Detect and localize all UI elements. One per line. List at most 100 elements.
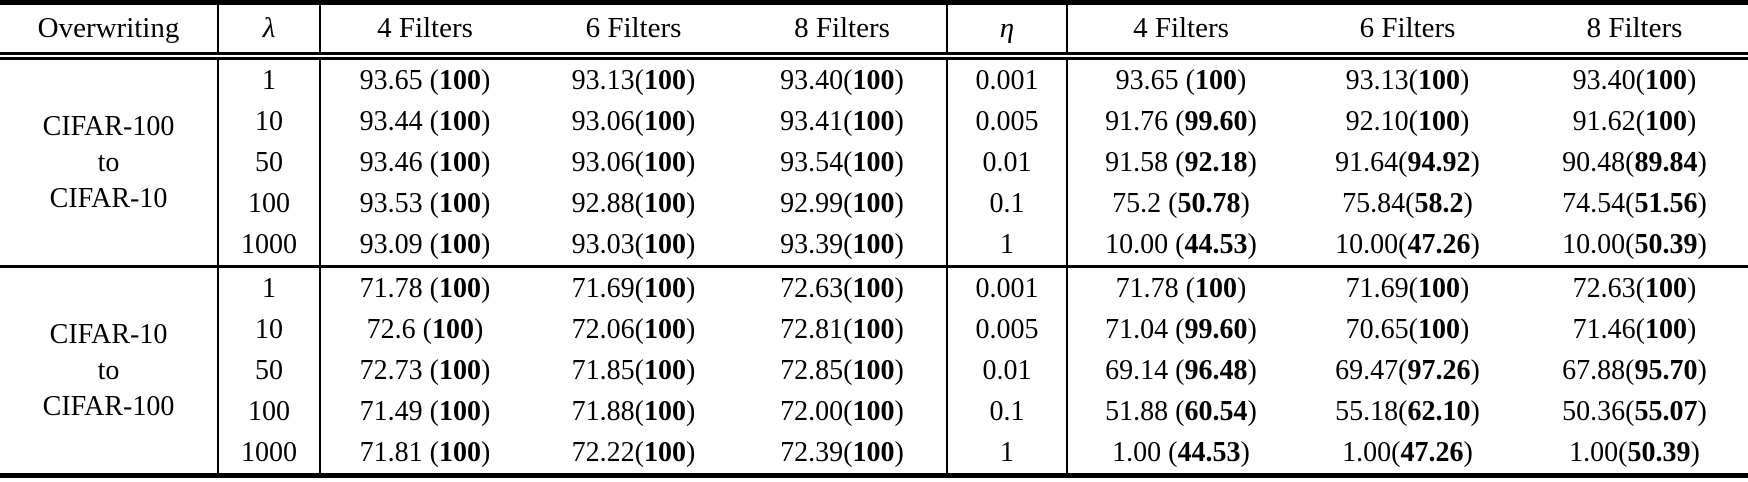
- accuracy-cell-right-4filters: 1.00 (44.53): [1067, 432, 1294, 476]
- paren-close: ): [686, 313, 696, 345]
- paren-close: ): [481, 272, 491, 304]
- accuracy-cell-right-6filters: 71.69(100): [1294, 267, 1521, 310]
- accuracy-value: 93.13(: [1345, 64, 1418, 96]
- paren-close: ): [1697, 228, 1707, 260]
- accuracy-cell-left-8filters: 93.41(100): [738, 101, 947, 142]
- paren-close: ): [474, 313, 484, 345]
- col-header-overwriting: Overwriting: [0, 2, 218, 60]
- retention-value: 100: [439, 105, 481, 137]
- paren-close: ): [1690, 436, 1700, 468]
- lambda-value-cell: 1000: [217, 224, 321, 268]
- accuracy-cell-right-8filters: 10.00(50.39): [1521, 224, 1748, 268]
- accuracy-value: 71.85(: [571, 354, 644, 386]
- accuracy-cell-left-4filters: 93.53 (100): [320, 183, 529, 224]
- accuracy-value: 72.73 (: [359, 354, 439, 386]
- paren-close: ): [1697, 146, 1707, 178]
- accuracy-value: 75.84(: [1342, 187, 1415, 219]
- accuracy-value: 91.58 (: [1105, 146, 1185, 178]
- retention-value: 100: [644, 228, 686, 260]
- accuracy-value: 91.64(: [1335, 146, 1408, 178]
- retention-value: 100: [644, 64, 686, 96]
- retention-value: 58.2: [1414, 187, 1464, 219]
- accuracy-cell-right-4filters: 51.88 (60.54): [1067, 391, 1294, 432]
- table-row: 100 71.49 (100) 71.88(100) 72.00(100) 0.1 51.…: [0, 391, 1748, 432]
- accuracy-value: 1.00(: [1569, 436, 1628, 468]
- accuracy-value: 67.88(: [1562, 354, 1635, 386]
- accuracy-cell-right-6filters: 69.47(97.26): [1294, 350, 1521, 391]
- eta-value-cell: 0.005: [946, 309, 1068, 350]
- accuracy-cell-left-6filters: 71.88(100): [529, 391, 738, 432]
- col-header-6filters-left: 6 Filters: [529, 2, 738, 60]
- retention-value: 47.26: [1400, 436, 1464, 468]
- lambda-value-cell: 10: [217, 309, 321, 350]
- retention-value: 100: [644, 146, 686, 178]
- paren-close: ): [686, 105, 696, 137]
- eta-value-cell: 0.1: [946, 183, 1068, 224]
- retention-value: 97.26: [1407, 354, 1471, 386]
- accuracy-value: 93.53 (: [359, 187, 439, 219]
- retention-value: 100: [1195, 272, 1237, 304]
- paren-close: ): [1687, 313, 1697, 345]
- retention-value: 100: [644, 436, 686, 468]
- retention-value: 94.92: [1407, 146, 1471, 178]
- accuracy-cell-right-6filters: 91.64(94.92): [1294, 142, 1521, 183]
- paren-close: ): [481, 395, 491, 427]
- block-label-line: CIFAR-100: [42, 390, 175, 422]
- accuracy-cell-left-4filters: 72.6 (100): [320, 309, 529, 350]
- retention-value: 50.39: [1627, 436, 1691, 468]
- eta-value-cell: 1: [946, 432, 1068, 476]
- accuracy-value: 72.00(: [780, 395, 853, 427]
- paren-close: ): [1687, 64, 1697, 96]
- accuracy-cell-left-6filters: 72.06(100): [529, 309, 738, 350]
- accuracy-value: 93.44 (: [359, 105, 439, 137]
- accuracy-cell-left-4filters: 93.44 (100): [320, 101, 529, 142]
- col-header-8filters-right: 8 Filters: [1521, 2, 1748, 60]
- paren-close: ): [1247, 313, 1257, 345]
- block-cifar100-to-cifar10: CIFAR-100 to CIFAR-10 1 93.65 (100) 93.13(100…: [0, 56, 1748, 268]
- retention-value: 100: [1418, 64, 1460, 96]
- paren-close: ): [1247, 146, 1257, 178]
- table-row: 50 72.73 (100) 71.85(100) 72.85(100) 0.01 69.…: [0, 350, 1748, 391]
- accuracy-value: 72.63(: [780, 272, 853, 304]
- accuracy-value: 10.00(: [1562, 228, 1635, 260]
- paren-close: ): [1470, 354, 1480, 386]
- paren-close: ): [686, 436, 696, 468]
- col-header-4filters-right: 4 Filters: [1067, 2, 1294, 60]
- paren-close: ): [894, 395, 904, 427]
- paren-close: ): [1470, 146, 1480, 178]
- paren-close: ): [1247, 354, 1257, 386]
- accuracy-cell-left-8filters: 92.99(100): [738, 183, 947, 224]
- accuracy-cell-left-6filters: 92.88(100): [529, 183, 738, 224]
- retention-value: 100: [644, 105, 686, 137]
- col-header-8filters-left: 8 Filters: [738, 2, 947, 60]
- paren-close: ): [1460, 105, 1470, 137]
- retention-value: 100: [439, 395, 481, 427]
- paren-close: ): [894, 187, 904, 219]
- retention-value: 100: [439, 64, 481, 96]
- paren-close: ): [686, 272, 696, 304]
- retention-value: 100: [439, 354, 481, 386]
- paren-close: ): [894, 313, 904, 345]
- paren-close: ): [1237, 64, 1247, 96]
- retention-value: 92.18: [1184, 146, 1248, 178]
- table-row: CIFAR-10 to CIFAR-100 1 71.78 (100) 71.69(100…: [0, 266, 1748, 422]
- accuracy-cell-left-8filters: 93.39(100): [738, 224, 947, 268]
- retention-value: 100: [1645, 272, 1687, 304]
- accuracy-cell-left-8filters: 72.81(100): [738, 309, 947, 350]
- accuracy-value: 71.81 (: [359, 436, 439, 468]
- accuracy-cell-right-6filters: 93.13(100): [1294, 56, 1521, 101]
- lambda-value-cell: 100: [217, 183, 321, 224]
- retention-value: 100: [1195, 64, 1237, 96]
- paren-close: ): [481, 187, 491, 219]
- lambda-value-cell: 10: [217, 101, 321, 142]
- accuracy-value: 51.88 (: [1105, 395, 1185, 427]
- accuracy-cell-right-4filters: 71.78 (100): [1067, 267, 1294, 310]
- paren-close: ): [686, 395, 696, 427]
- accuracy-value: 91.76 (: [1105, 105, 1185, 137]
- accuracy-cell-left-4filters: 71.81 (100): [320, 432, 529, 476]
- retention-value: 100: [852, 395, 895, 427]
- paren-close: ): [894, 64, 904, 96]
- paren-close: ): [1470, 395, 1480, 427]
- accuracy-cell-right-4filters: 91.58 (92.18): [1067, 142, 1294, 183]
- retention-value: 100: [852, 105, 895, 137]
